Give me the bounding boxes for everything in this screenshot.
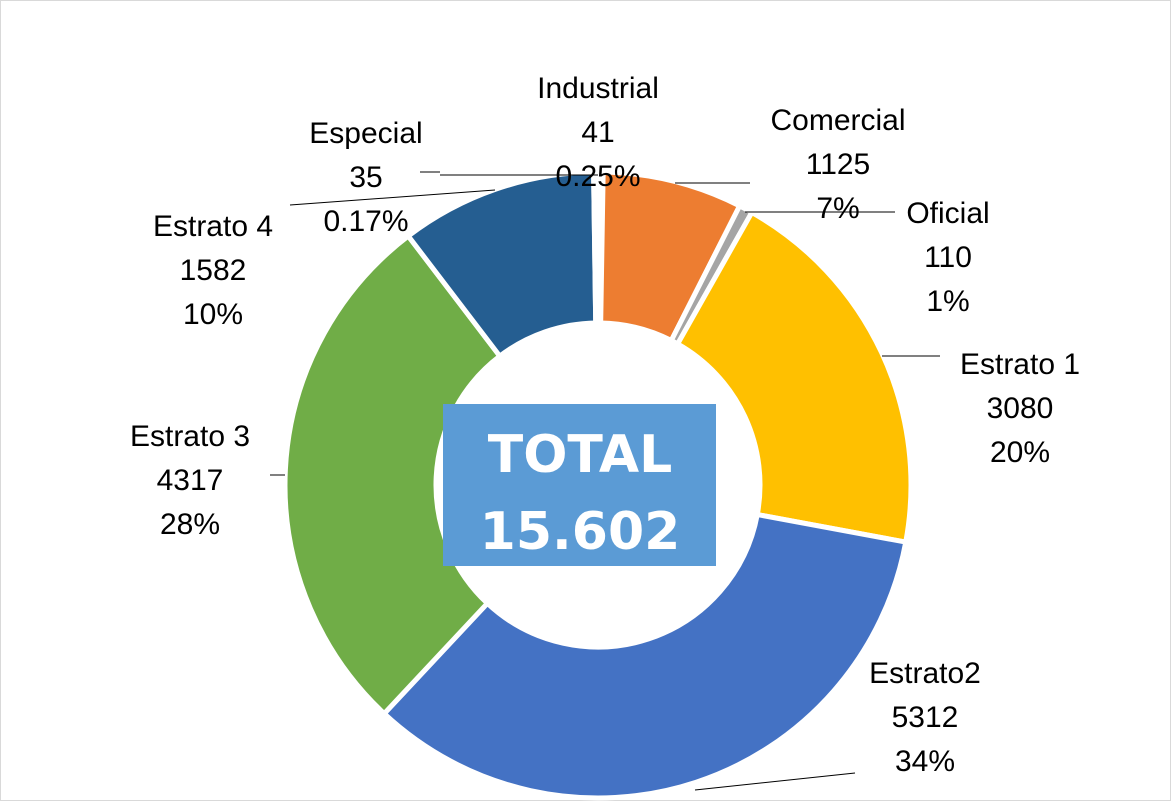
slice-label-value: 5312	[892, 701, 959, 734]
slice-label-value: 35	[349, 161, 382, 194]
slice-label-name: Estrato2	[869, 657, 981, 690]
slice-label-value: 3080	[987, 392, 1054, 425]
slice-label-percent: 1%	[926, 285, 969, 318]
leader-line	[289, 189, 496, 206]
slice-label-value: 1582	[180, 254, 247, 287]
slice-label-percent: 34%	[895, 745, 955, 778]
slice-label-percent: 0.17%	[323, 205, 408, 238]
slice-label-name: Oficial	[906, 197, 989, 230]
total-box	[443, 404, 716, 566]
slice-label-value: 4317	[157, 464, 224, 497]
total-value: 15.602	[480, 502, 681, 562]
slice-label-value: 1125	[806, 148, 871, 181]
slice-label-name: Estrato 4	[153, 210, 273, 243]
donut-slice	[674, 209, 914, 546]
slice-label-name: Industrial	[537, 72, 659, 105]
slice-label-percent: 28%	[160, 508, 220, 541]
slice-label-name: Estrato 1	[960, 348, 1080, 381]
donut-slice	[282, 232, 504, 718]
slice-label-value: 41	[581, 116, 614, 149]
slice-label-name: Comercial	[770, 104, 905, 137]
slice-label-name: Estrato 3	[130, 420, 250, 453]
leader-line	[694, 772, 856, 791]
donut-slice	[591, 169, 601, 326]
slice-label-percent: 10%	[183, 298, 243, 331]
total-title: TOTAL	[488, 425, 673, 485]
slice-label-value: 110	[924, 241, 972, 274]
slice-label-name: Especial	[309, 117, 422, 150]
donut-slice	[380, 511, 909, 801]
slice-label-percent: 0.25%	[555, 160, 640, 193]
slice-label-percent: 20%	[990, 436, 1050, 469]
slice-label-percent: 7%	[816, 192, 859, 225]
